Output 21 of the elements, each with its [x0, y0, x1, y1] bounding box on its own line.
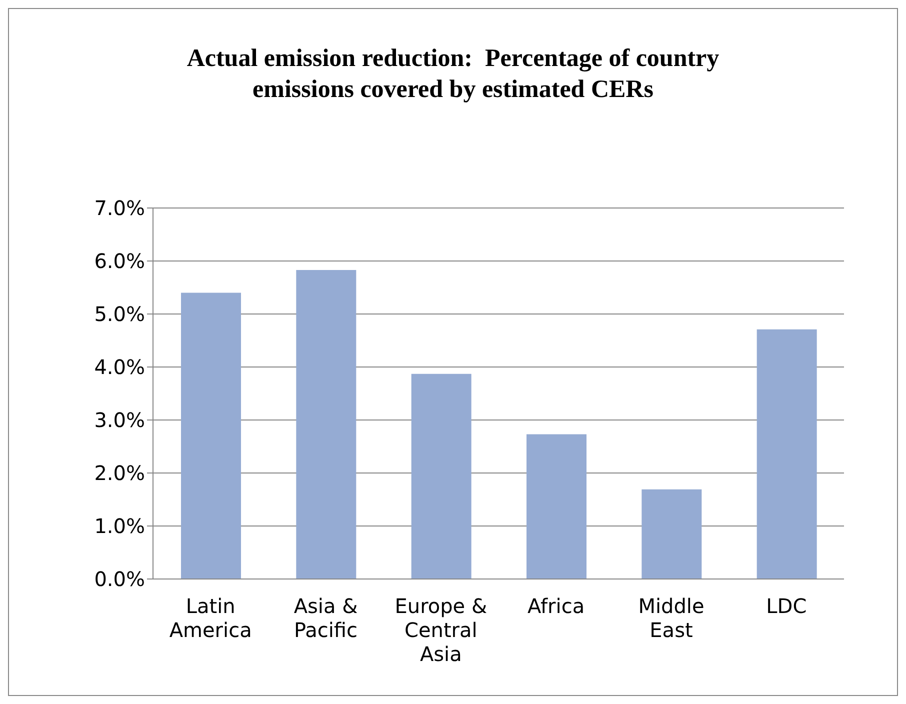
bar [296, 270, 356, 579]
y-tick-label: 4.0% [94, 355, 145, 380]
chart-title: Actual emission reduction: Percentage of country emissions covered by estimated CERs [186, 44, 720, 105]
x-tick-label: Africa [528, 594, 585, 618]
y-tick-label: 6.0% [94, 249, 145, 274]
y-tick-label: 2.0% [94, 461, 145, 486]
x-tick-label: Middle East [638, 594, 704, 642]
bar [756, 329, 817, 579]
y-tick-label: 7.0% [94, 196, 145, 220]
y-tick-label: 1.0% [94, 514, 145, 538]
y-tick-label: 3.0% [94, 408, 145, 432]
bar [181, 292, 241, 579]
y-tick-label: 5.0% [94, 302, 145, 326]
x-tick-label: LDC [766, 594, 807, 618]
x-tick-label: Europe & Central Asia [394, 594, 488, 666]
y-tick-label: 0.0% [94, 567, 145, 592]
x-tick-label: Latin America [169, 594, 252, 642]
bar [526, 434, 586, 579]
bar [411, 374, 472, 579]
bar [642, 489, 702, 579]
x-tick-label: Asia & Pacific [294, 594, 358, 642]
